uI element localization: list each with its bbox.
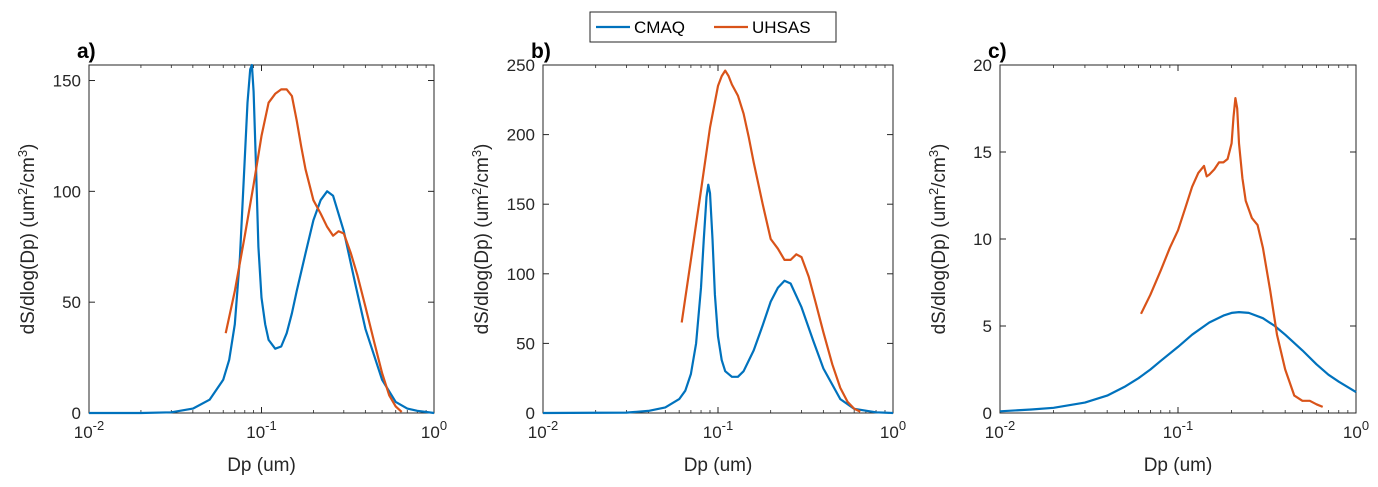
panel-1: 10-2 10-1 100 0 50 100 150 Dp (um) dS/dlog(Dp) (…	[15, 40, 447, 476]
y-tick-label: 200	[507, 126, 535, 145]
series-line-cmaq	[542, 183, 894, 415]
y-tick-label: 15	[973, 143, 992, 162]
panel-label: b)	[531, 40, 551, 63]
series-line-cmaq	[999, 311, 1357, 413]
y-tick-label: 0	[72, 404, 81, 423]
legend: CMAQ UHSAS	[589, 11, 837, 43]
series-line-cmaq	[89, 63, 435, 415]
y-tick-label: 150	[507, 195, 535, 214]
y-tick-label: 50	[516, 334, 535, 353]
y-tick-label: 100	[507, 265, 535, 284]
y-axis-label: dS/dlog(Dp) (um2/cm3)	[926, 144, 950, 335]
y-tick-label: 50	[62, 293, 81, 312]
x-tick-label: 10-1	[1163, 418, 1193, 442]
x-tick-label: 10-1	[246, 418, 276, 442]
y-tick-label: 10	[973, 230, 992, 249]
x-minor-ticks	[140, 65, 427, 413]
x-minor-ticks	[1053, 65, 1349, 413]
panel-3: 10-2 10-1 100 0 5 10 15 20 Dp (um) dS/dlog(Dp) (u…	[926, 40, 1369, 476]
y-axis-label: dS/dlog(Dp) (um2/cm3)	[15, 144, 39, 335]
y-tick-label: 100	[53, 182, 81, 201]
legend-box	[589, 11, 837, 43]
y-tick-label: 250	[507, 56, 535, 75]
panel-label: a)	[77, 40, 96, 63]
x-tick-label: 10-2	[985, 418, 1015, 442]
y-axis-label: dS/dlog(Dp) (um2/cm3)	[469, 144, 493, 335]
x-tick-label: 100	[421, 418, 447, 442]
panel-label: c)	[988, 40, 1007, 63]
series-line-uhsas	[680, 69, 861, 413]
x-axis-label: Dp (um)	[684, 455, 753, 476]
legend-label-uhsas: UHSAS	[752, 18, 811, 37]
x-tick-label: 10-2	[74, 418, 104, 442]
x-tick-label: 100	[1343, 418, 1369, 442]
axes-box	[999, 64, 1357, 414]
axes-box	[88, 64, 435, 414]
y-tick-label: 5	[983, 317, 992, 336]
y-tick-label: 20	[973, 56, 992, 75]
y-tick-label: 0	[983, 404, 992, 423]
x-tick-label: 10-1	[703, 418, 733, 442]
x-tick-label: 10-2	[528, 418, 558, 442]
x-axis-label: Dp (um)	[227, 455, 296, 476]
panel-2: 10-2 10-1 100 0 50 100 150 200 250 Dp (um) dS/dlog…	[469, 40, 906, 476]
y-tick-label: 0	[526, 404, 535, 423]
y-tick-label: 150	[53, 72, 81, 91]
axes-box	[542, 64, 894, 414]
series-line-uhsas	[224, 88, 403, 413]
legend-label-cmaq: CMAQ	[634, 18, 685, 37]
x-axis-label: Dp (um)	[1144, 455, 1213, 476]
x-minor-ticks	[595, 65, 886, 413]
x-tick-label: 100	[880, 418, 906, 442]
series-line-uhsas	[1140, 97, 1324, 408]
